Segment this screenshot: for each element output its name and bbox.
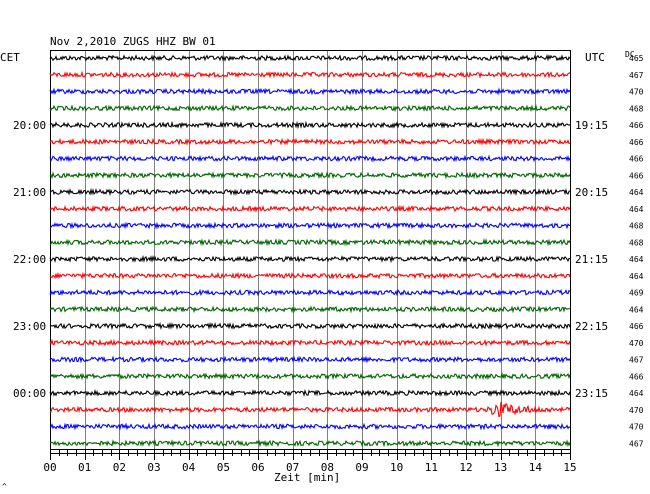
x-tick-label: 02 (113, 461, 126, 474)
dc-value: 464 (629, 389, 644, 398)
x-tick-label: 11 (425, 461, 438, 474)
x-tick-label: 06 (251, 461, 264, 474)
seismic-trace (49, 104, 571, 113)
cet-hour-label: 20:00 (13, 119, 46, 132)
dc-values: 465 467 470 468 466 466 466 466 464 464 468 468 464 4… (629, 54, 644, 448)
dc-value: 466 (629, 121, 644, 130)
seismic-trace (49, 439, 571, 448)
x-tick-label: 04 (182, 461, 196, 474)
dc-value: 466 (629, 138, 644, 147)
x-tick-label: 07 (286, 461, 299, 474)
left-axis-label: CET (0, 51, 20, 64)
dc-value: 469 (629, 289, 644, 298)
dc-value: 468 (629, 104, 644, 113)
dc-value: 466 (629, 322, 644, 331)
cet-hour-label: 21:00 (13, 186, 46, 199)
seismic-trace (49, 70, 571, 79)
dc-value: 464 (629, 205, 644, 214)
dc-value: 466 (629, 171, 644, 180)
utc-hour-label: 19:15 (575, 119, 608, 132)
corner-mark: ^ (2, 482, 7, 491)
dc-value: 467 (629, 439, 644, 448)
x-tick-label: 03 (147, 461, 160, 474)
dc-value: 466 (629, 155, 644, 164)
cet-hour-label: 00:00 (13, 387, 46, 400)
seismic-trace (49, 187, 571, 197)
seismic-trace (49, 54, 571, 63)
x-tick-label: 00 (43, 461, 56, 474)
seismic-trace (49, 321, 571, 331)
utc-hour-label: 22:15 (575, 320, 608, 333)
cet-hour-label: 22:00 (13, 253, 46, 266)
dc-value: 466 (629, 372, 644, 381)
utc-hour-label: 20:15 (575, 186, 608, 199)
seismic-trace (49, 254, 571, 264)
seismic-trace (49, 288, 571, 297)
traces (49, 54, 571, 448)
utc-hour-label: 23:15 (575, 387, 608, 400)
seismic-trace (49, 338, 571, 347)
seismic-trace (49, 372, 571, 381)
dc-value: 468 (629, 222, 644, 231)
plot-frame (50, 50, 571, 450)
hour-labels: 20:00 19:15 21:00 20:15 22:00 21:15 23:00 22:15… (13, 119, 608, 400)
seismic-trace (49, 87, 571, 96)
x-axis: 00 01 02 03 04 05 06 07 08 09 10 11 12 13 14 15 (43, 449, 577, 474)
dc-value: 464 (629, 255, 644, 264)
dc-value: 470 (629, 88, 644, 97)
dc-value: 468 (629, 238, 644, 247)
dc-value: 464 (629, 272, 644, 281)
x-tick-label: 15 (563, 461, 576, 474)
seismic-trace (49, 221, 571, 230)
x-tick-label: 10 (390, 461, 403, 474)
dc-value: 470 (629, 339, 644, 348)
x-tick-label: 05 (217, 461, 230, 474)
seismic-trace (49, 401, 571, 418)
grid-lines (85, 51, 536, 449)
x-tick-label: 08 (321, 461, 334, 474)
seismic-trace (49, 120, 571, 130)
dc-value: 467 (629, 356, 644, 365)
dc-value: 467 (629, 71, 644, 80)
seismic-trace (49, 137, 571, 146)
dc-value: 470 (629, 423, 644, 432)
dc-value: 465 (629, 54, 644, 63)
x-tick-label: 14 (529, 461, 543, 474)
seismic-trace (49, 204, 571, 214)
x-tick-label: 01 (78, 461, 91, 474)
x-tick-label: 13 (494, 461, 507, 474)
seismic-trace (49, 355, 571, 364)
dc-label: DC (625, 50, 635, 59)
seismic-trace (49, 388, 571, 398)
dc-value: 470 (629, 406, 644, 415)
seismic-trace (49, 422, 571, 431)
chart-title: Nov 2,2010 ZUGS HHZ BW 01 (50, 35, 216, 48)
x-axis-title: Zeit [min] (274, 471, 340, 484)
cet-hour-label: 23:00 (13, 320, 46, 333)
x-tick-label: 09 (355, 461, 368, 474)
seismic-trace (49, 305, 571, 314)
seismic-trace (49, 154, 571, 163)
seismic-trace (49, 171, 571, 180)
right-axis-label: UTC (585, 51, 605, 64)
x-tick-label: 12 (459, 461, 472, 474)
seismic-trace (49, 271, 571, 280)
dc-value: 464 (629, 188, 644, 197)
utc-hour-label: 21:15 (575, 253, 608, 266)
dc-value: 464 (629, 305, 644, 314)
seismic-trace (49, 238, 571, 247)
